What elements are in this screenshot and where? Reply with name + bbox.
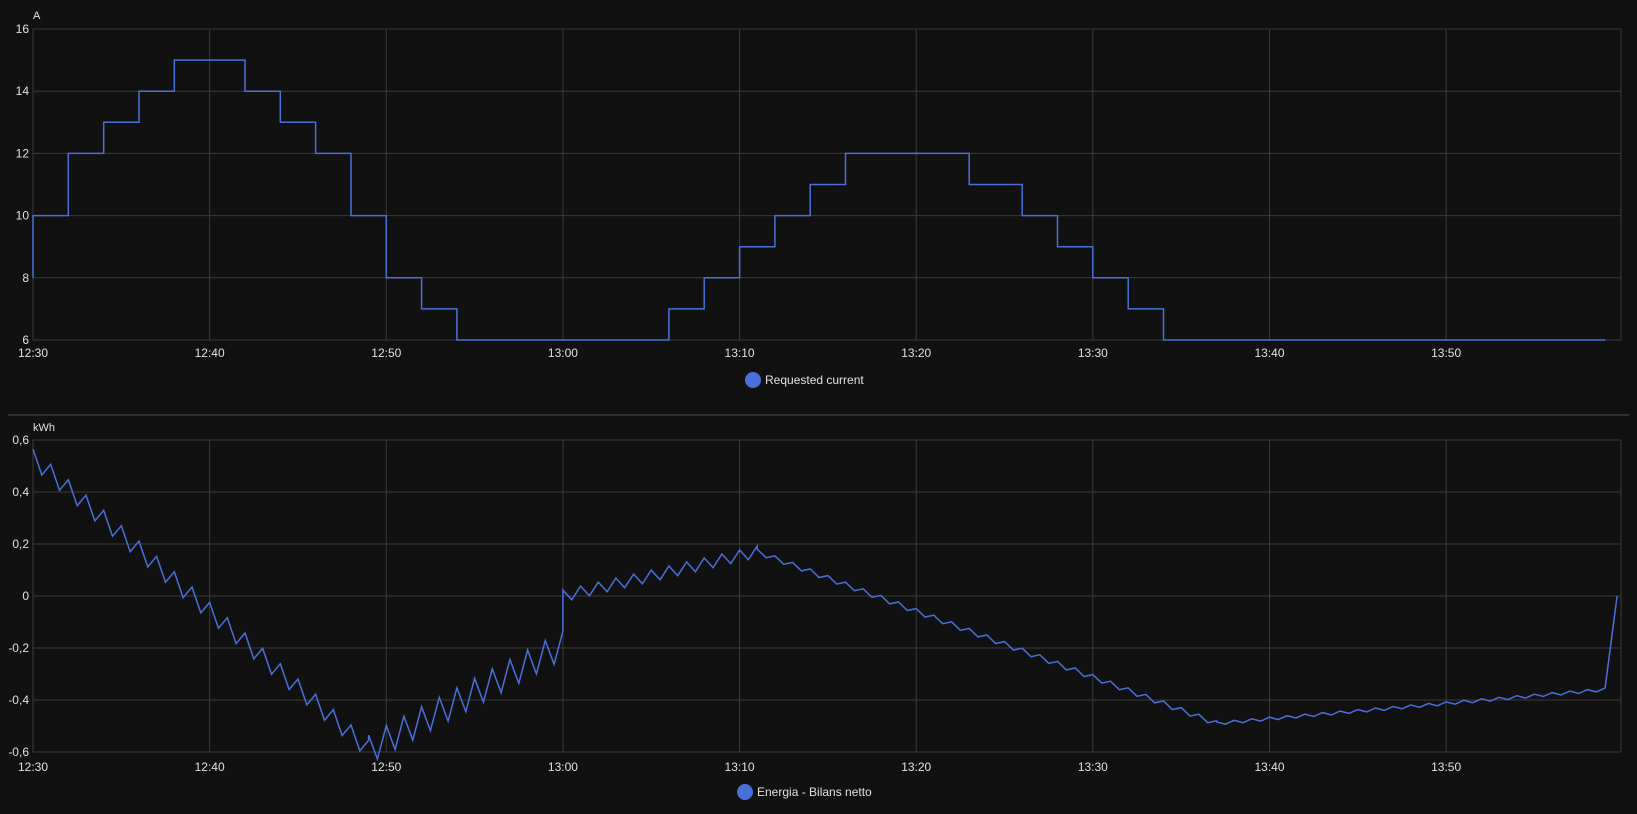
x-tick-label: 12:30 xyxy=(18,346,48,360)
x-tick-label: 13:00 xyxy=(548,346,578,360)
unit-label: kWh xyxy=(33,422,55,434)
y-tick-label: 0,6 xyxy=(12,433,29,447)
x-tick-label: 13:50 xyxy=(1431,346,1461,360)
x-tick-label: 13:30 xyxy=(1078,346,1108,360)
requested-current-chart: 6 8 10 12 14 16 12:30 12:40 12:50 13:00 13:10 13:20… xyxy=(16,10,1622,388)
x-tick-label: 12:50 xyxy=(371,760,401,774)
y-tick-label: 16 xyxy=(16,22,30,36)
y-tick-label: 0 xyxy=(22,589,29,603)
y-tick-label: 0,2 xyxy=(12,537,29,551)
x-tick-label: 12:40 xyxy=(195,346,225,360)
x-tick-label: 12:50 xyxy=(371,346,401,360)
x-tick-label: 12:30 xyxy=(18,760,48,774)
y-tick-label: -0,4 xyxy=(8,693,29,707)
x-tick-label: 13:40 xyxy=(1254,346,1284,360)
x-tick-label: 13:40 xyxy=(1254,760,1284,774)
series-line xyxy=(32,59,1606,341)
unit-label: A xyxy=(33,10,41,22)
x-tick-label: 13:00 xyxy=(548,760,578,774)
y-tick-label: 0,4 xyxy=(12,485,29,499)
x-tick-label: 13:50 xyxy=(1431,760,1461,774)
x-tick-label: 13:30 xyxy=(1078,760,1108,774)
x-tick-label: 13:10 xyxy=(725,760,755,774)
legend-label[interactable]: Requested current xyxy=(765,373,864,387)
legend-swatch[interactable] xyxy=(745,372,761,388)
legend-swatch[interactable] xyxy=(737,784,753,800)
legend-label[interactable]: Energia - Bilans netto xyxy=(757,785,872,799)
x-tick-label: 13:20 xyxy=(901,346,931,360)
y-tick-label: 8 xyxy=(22,271,29,285)
y-tick-label: 14 xyxy=(16,84,30,98)
energy-balance-chart: -0,6 -0,4 -0,2 0 0,2 0,4 0,6 12:30 12:40 12:50 13:… xyxy=(8,422,1622,800)
y-tick-label: -0,6 xyxy=(8,745,29,759)
x-tick-label: 13:10 xyxy=(725,346,755,360)
x-tick-label: 13:20 xyxy=(901,760,931,774)
y-tick-label: -0,2 xyxy=(8,641,29,655)
x-tick-label: 12:40 xyxy=(195,760,225,774)
y-tick-label: 6 xyxy=(22,333,29,347)
series-line xyxy=(32,448,1618,762)
y-tick-label: 10 xyxy=(16,209,30,223)
y-tick-label: 12 xyxy=(16,146,30,160)
